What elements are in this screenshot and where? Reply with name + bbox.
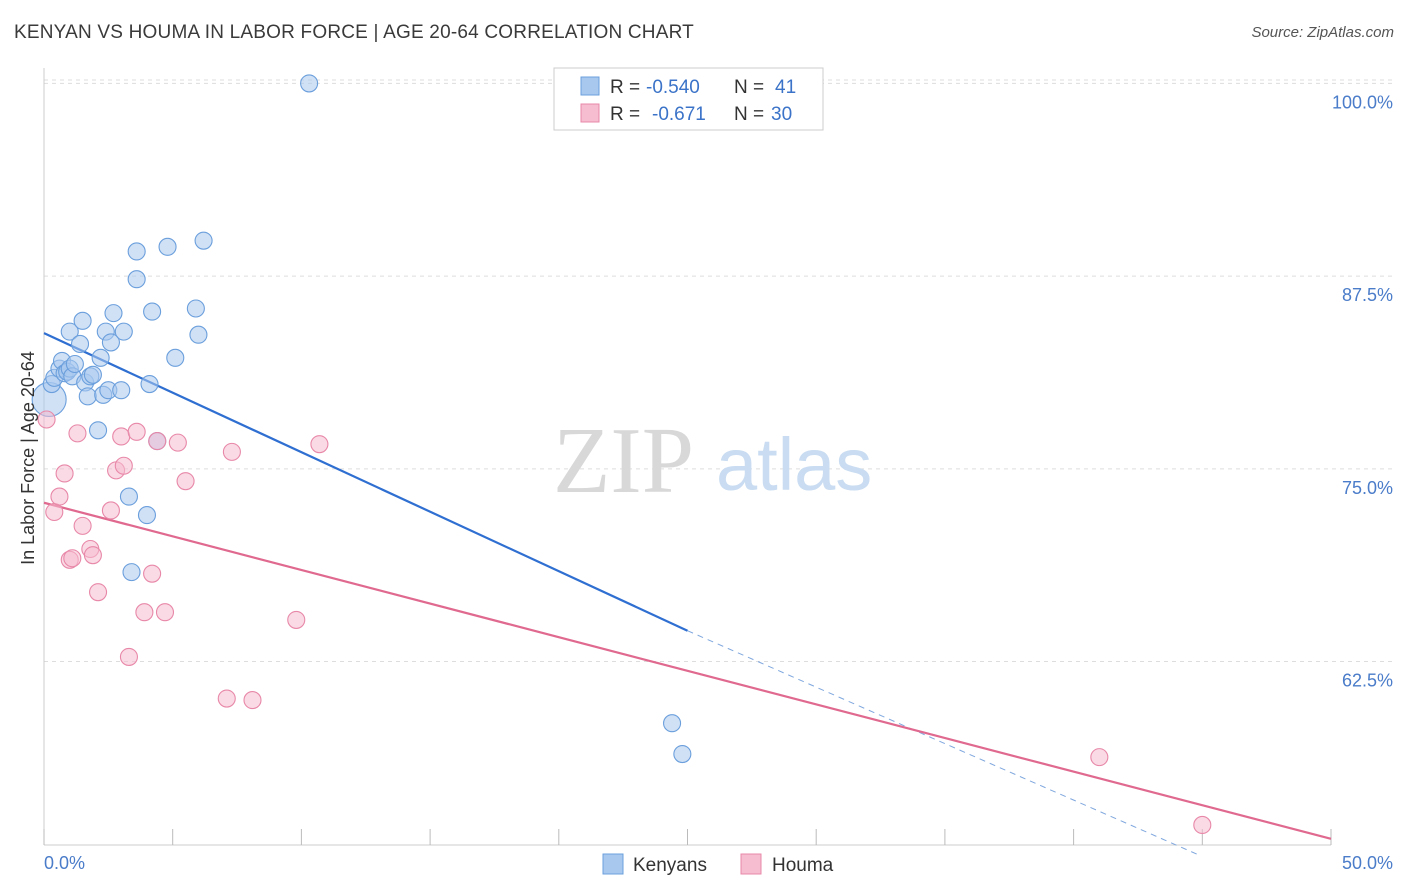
- houma-point: [143, 564, 162, 583]
- kenyans-point: [673, 744, 692, 764]
- kenyans-point: [143, 302, 162, 321]
- legend-swatch-kenyans: [580, 76, 600, 96]
- legend-n-value-houma: 30: [771, 104, 792, 125]
- houma-point: [222, 442, 241, 461]
- kenyans-point: [127, 270, 146, 289]
- axes: [43, 68, 1332, 846]
- kenyans-point: [60, 322, 79, 341]
- legend-n-label-kenyans: N =: [734, 77, 764, 98]
- kenyans-point: [73, 311, 92, 330]
- y-tick-label: 75.0%: [1342, 478, 1393, 498]
- houma-point: [114, 456, 133, 475]
- watermark-zip: ZIP: [553, 409, 694, 513]
- kenyans-point: [101, 333, 120, 352]
- kenyans-point: [65, 354, 84, 374]
- houma-point: [101, 501, 120, 520]
- grid: [44, 79, 1394, 663]
- legend-r-label-kenyans: R =: [610, 77, 640, 98]
- trendline-kenyans-extension: [687, 630, 1198, 855]
- kenyans-point: [89, 421, 108, 440]
- kenyans-point: [140, 374, 159, 394]
- kenyans-point: [112, 381, 131, 400]
- kenyans-point: [114, 322, 133, 341]
- houma-point: [73, 516, 92, 535]
- kenyans-point: [194, 231, 213, 250]
- houma-point: [1090, 748, 1109, 767]
- houma-point: [63, 549, 82, 568]
- houma-point: [119, 647, 138, 666]
- legend-label-houma: Houma: [772, 855, 834, 876]
- houma-point: [37, 410, 56, 429]
- houma-point: [135, 603, 154, 622]
- legend-r-label-houma: R =: [610, 104, 640, 125]
- kenyans-point: [119, 487, 138, 506]
- houma-point: [55, 464, 74, 483]
- x-tick-label-max: 50.0%: [1342, 853, 1393, 873]
- houma-point: [68, 424, 87, 443]
- y-axis-label: In Labor Force | Age 20-64: [18, 351, 38, 565]
- houma-point: [83, 546, 102, 565]
- kenyans-point: [104, 304, 123, 323]
- kenyans-point: [186, 299, 205, 318]
- kenyans-point: [158, 237, 177, 256]
- kenyans-point: [189, 325, 208, 344]
- source-label: Source: ZipAtlas.com: [1251, 24, 1394, 41]
- kenyans-point: [137, 506, 157, 525]
- kenyans-point: [122, 563, 141, 582]
- legend-swatch-houma: [580, 103, 600, 123]
- watermark-atlas: atlas: [716, 423, 872, 506]
- kenyans-point: [300, 74, 319, 93]
- houma-point: [1193, 815, 1212, 835]
- kenyans-point: [70, 334, 90, 354]
- houma-point: [310, 435, 329, 454]
- legend-bottom: Kenyans Houma: [602, 853, 834, 876]
- tick-labels: 62.5% 75.0% 87.5% 100.0% 0.0% 50.0%: [44, 92, 1393, 873]
- data-points: [31, 74, 1212, 835]
- legend-n-value-kenyans: 41: [775, 77, 796, 98]
- kenyans-point: [166, 348, 185, 367]
- legend-r-value-kenyans: -0.540: [646, 77, 700, 98]
- x-tick-label-min: 0.0%: [44, 853, 85, 873]
- houma-point: [45, 502, 64, 522]
- kenyans-point: [127, 242, 146, 261]
- y-tick-label: 87.5%: [1342, 285, 1393, 305]
- y-tick-label: 100.0%: [1332, 92, 1393, 112]
- kenyans-point: [78, 387, 97, 406]
- houma-point: [243, 691, 262, 710]
- houma-point: [176, 472, 195, 491]
- watermark: ZIP atlas: [553, 409, 872, 513]
- houma-point: [127, 422, 146, 441]
- kenyans-point: [83, 365, 102, 384]
- y-tick-label: 62.5%: [1342, 671, 1393, 691]
- legend-r-value-houma: -0.671: [652, 104, 706, 125]
- houma-point: [168, 433, 187, 452]
- legend-swatch-kenyans-bottom: [602, 853, 624, 875]
- kenyans-point: [663, 714, 682, 733]
- chart-title: KENYAN VS HOUMA IN LABOR FORCE | AGE 20-…: [14, 22, 694, 43]
- kenyans-point: [91, 348, 110, 367]
- houma-point: [217, 689, 236, 708]
- trendline-houma: [43, 501, 1332, 840]
- houma-point: [155, 603, 175, 622]
- legend-top: R = -0.540 N = 41 R = -0.671 N = 30: [553, 67, 824, 131]
- houma-point: [287, 610, 306, 629]
- legend-swatch-houma-bottom: [740, 853, 762, 875]
- houma-point: [112, 427, 131, 446]
- legend-n-label-houma: N =: [734, 104, 764, 125]
- houma-point: [148, 432, 167, 451]
- houma-point: [50, 487, 69, 506]
- houma-point: [89, 583, 108, 602]
- legend-label-kenyans: Kenyans: [633, 855, 707, 876]
